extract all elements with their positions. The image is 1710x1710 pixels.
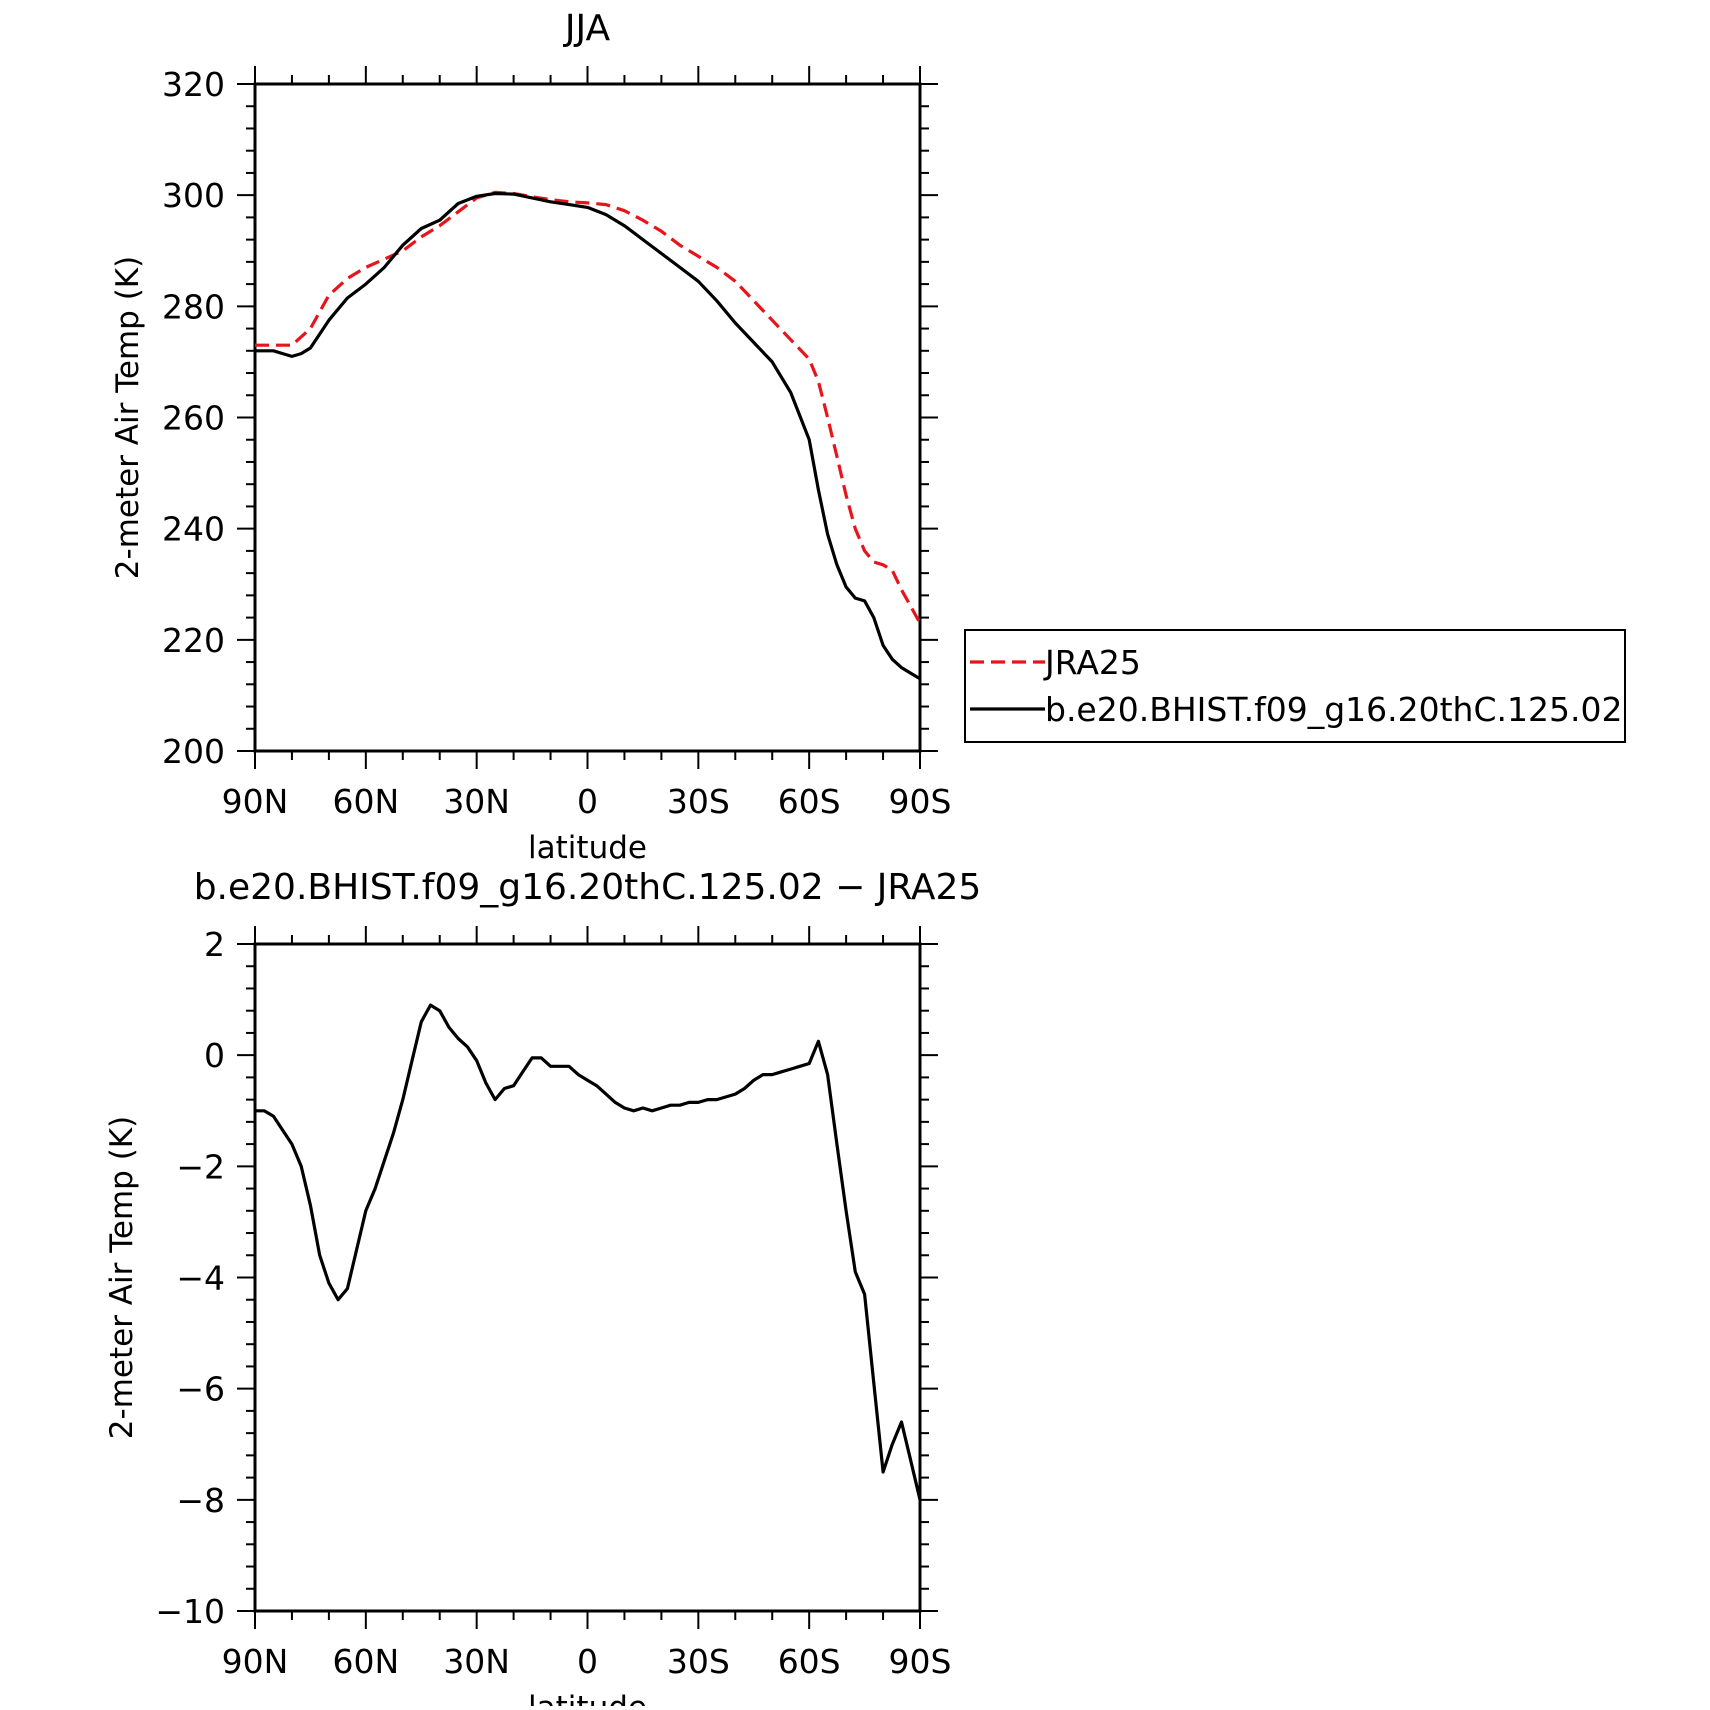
legend: JRA25 b.e20.BHIST.f09_g16.20thC.125.02 [964,629,1626,743]
y-tick-label: −6 [176,1370,225,1409]
chart-title: b.e20.BHIST.f09_g16.20thC.125.02 − JRA25 [194,867,982,908]
legend-box [964,629,1626,743]
series-line-1 [255,190,922,624]
y-tick-label: 2 [204,925,225,964]
chart-panel-1: JRA25 b.e20.BHIST.f09_g16.20thC.125.02 [237,66,1626,769]
y-tick-label: 240 [162,510,225,549]
y-tick-label: 220 [162,621,225,660]
x-tick-label: 60S [778,1642,841,1681]
y-tick-label: −10 [155,1592,225,1631]
x-tick-label: 30N [443,1642,510,1681]
series-line-2 [255,191,921,681]
plot-frame [253,82,922,753]
x-tick-label: 60N [332,1642,399,1681]
x-tick-label: 30N [443,782,510,821]
x-axis-label: latitude [528,830,647,866]
y-tick-label: −8 [176,1481,225,1520]
y-tick-label: 320 [162,65,225,104]
x-tick-label: 0 [577,782,598,821]
x-tick-label: 60N [332,782,399,821]
y-tick-label: 260 [162,399,225,438]
chart-title: JJA [563,8,611,49]
x-tick-label: 90N [222,1642,289,1681]
y-tick-label: 0 [204,1036,225,1075]
y-tick-label: 300 [162,176,225,215]
x-tick-label: 30S [667,782,730,821]
x-tick-label: 30S [667,1642,730,1681]
x-tick-label: 0 [577,1642,598,1681]
y-axis-label: 2-meter Air Temp (K) [104,1116,140,1439]
legend-label: b.e20.BHIST.f09_g16.20thC.125.02 [1045,690,1622,729]
x-tick-label: 90N [222,782,289,821]
y-tick-label: −2 [176,1147,225,1186]
y-tick-label: 280 [162,287,225,326]
y-tick-label: 200 [162,732,225,771]
y-tick-label: −4 [176,1259,225,1298]
series-line-1 [255,1003,922,1501]
x-tick-label: 90S [889,1642,952,1681]
legend-label: JRA25 [1043,643,1141,682]
x-tick-label: 90S [889,782,952,821]
x-axis-label: latitude [528,1690,647,1706]
x-tick-label: 60S [778,782,841,821]
y-axis-label: 2-meter Air Temp (K) [110,256,146,579]
chart-panel-2 [237,926,938,1629]
